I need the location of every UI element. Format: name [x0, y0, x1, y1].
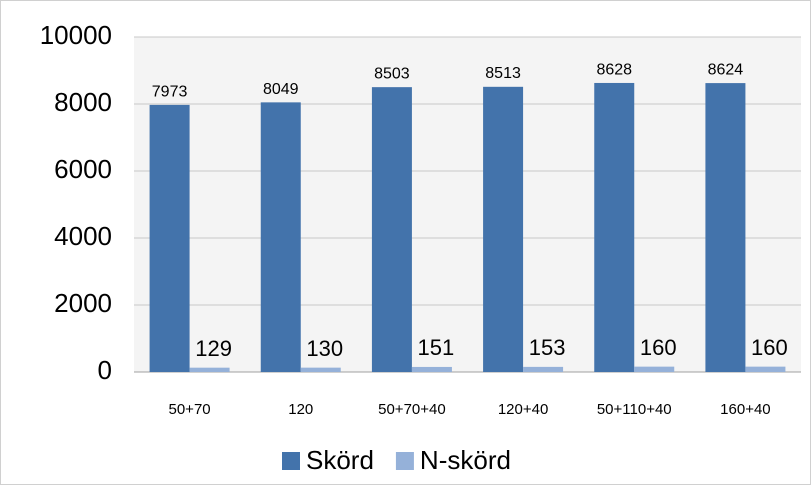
data-label: 8049 — [263, 81, 299, 98]
data-label: 160 — [640, 335, 677, 360]
bar — [411, 366, 452, 372]
data-label: 151 — [418, 335, 455, 360]
bar — [634, 366, 675, 372]
x-tick-label: 50+70+40 — [378, 401, 446, 418]
data-label: 153 — [529, 335, 566, 360]
x-tick-label: 120+40 — [498, 401, 548, 418]
bar — [483, 86, 524, 372]
bar — [594, 82, 635, 372]
legend-label: N-skörd — [420, 445, 511, 475]
legend-swatch — [282, 452, 300, 470]
y-tick-label: 6000 — [54, 154, 112, 184]
data-label: 8503 — [374, 66, 410, 83]
y-tick-label: 4000 — [54, 221, 112, 251]
legend-swatch — [395, 452, 414, 470]
legend-label: Skörd — [306, 445, 374, 475]
bar — [523, 366, 564, 372]
x-tick-label: 50+70 — [169, 401, 211, 418]
data-label: 129 — [195, 336, 232, 361]
bar — [371, 87, 412, 372]
data-label: 7973 — [152, 83, 188, 100]
data-label: 8513 — [485, 65, 521, 82]
bar — [149, 104, 190, 372]
bar — [745, 366, 786, 372]
y-tick-label: 2000 — [54, 288, 112, 318]
data-label: 8624 — [708, 62, 744, 79]
plot-area — [134, 37, 801, 372]
bar — [705, 83, 746, 372]
bar — [189, 367, 230, 372]
data-label: 130 — [306, 336, 343, 361]
x-tick-label: 50+110+40 — [597, 401, 672, 418]
data-label: 8628 — [596, 61, 632, 78]
y-tick-label: 8000 — [54, 87, 112, 117]
y-tick-label: 0 — [98, 355, 112, 385]
bar — [260, 102, 301, 373]
x-tick-label: 160+40 — [720, 401, 770, 418]
data-label: 160 — [751, 335, 788, 360]
bar — [300, 367, 341, 372]
x-tick-label: 120 — [288, 401, 313, 418]
y-tick-label: 10000 — [40, 20, 112, 50]
